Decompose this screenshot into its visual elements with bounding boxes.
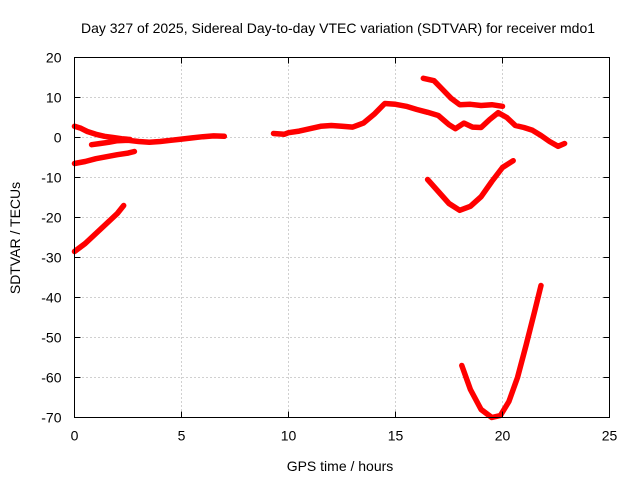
x-tick-label: 20 bbox=[495, 428, 511, 444]
x-tick-label: 10 bbox=[281, 428, 297, 444]
series-line-4 bbox=[71, 202, 127, 255]
series-line-5 bbox=[270, 100, 568, 150]
y-tick-label: 0 bbox=[54, 130, 62, 146]
y-tick-label: -50 bbox=[41, 330, 61, 346]
y-axis-label: SDTVAR / TECUs bbox=[7, 182, 23, 294]
x-tick-label: 0 bbox=[71, 428, 79, 444]
chart-title: Day 327 of 2025, Sidereal Day-to-day VTE… bbox=[81, 20, 595, 36]
axis-ticks: 0 5 10 15 20 25 20 10 0 -10 -20 -30 -40 -50 -60 -70 bbox=[41, 50, 617, 444]
y-tick-label: -40 bbox=[41, 290, 61, 306]
y-tick-label: -70 bbox=[41, 410, 61, 426]
y-tick-label: 10 bbox=[46, 90, 62, 106]
series-line-2 bbox=[88, 133, 228, 148]
x-tick-label: 25 bbox=[602, 428, 618, 444]
y-tick-label: -20 bbox=[41, 210, 61, 226]
series-line-3 bbox=[71, 148, 138, 167]
x-tick-label: 5 bbox=[178, 428, 186, 444]
plot-frame bbox=[74, 57, 610, 418]
y-tick-label: -10 bbox=[41, 170, 61, 186]
series-line-7 bbox=[424, 157, 516, 214]
y-tick-label: -60 bbox=[41, 370, 61, 386]
series-group bbox=[71, 75, 568, 421]
series-line-8 bbox=[459, 282, 544, 421]
x-axis-label: GPS time / hours bbox=[287, 458, 394, 474]
y-tick-label: -30 bbox=[41, 250, 61, 266]
y-tick-label: 20 bbox=[46, 50, 62, 66]
series-line-6 bbox=[420, 75, 506, 110]
x-tick-label: 15 bbox=[388, 428, 404, 444]
